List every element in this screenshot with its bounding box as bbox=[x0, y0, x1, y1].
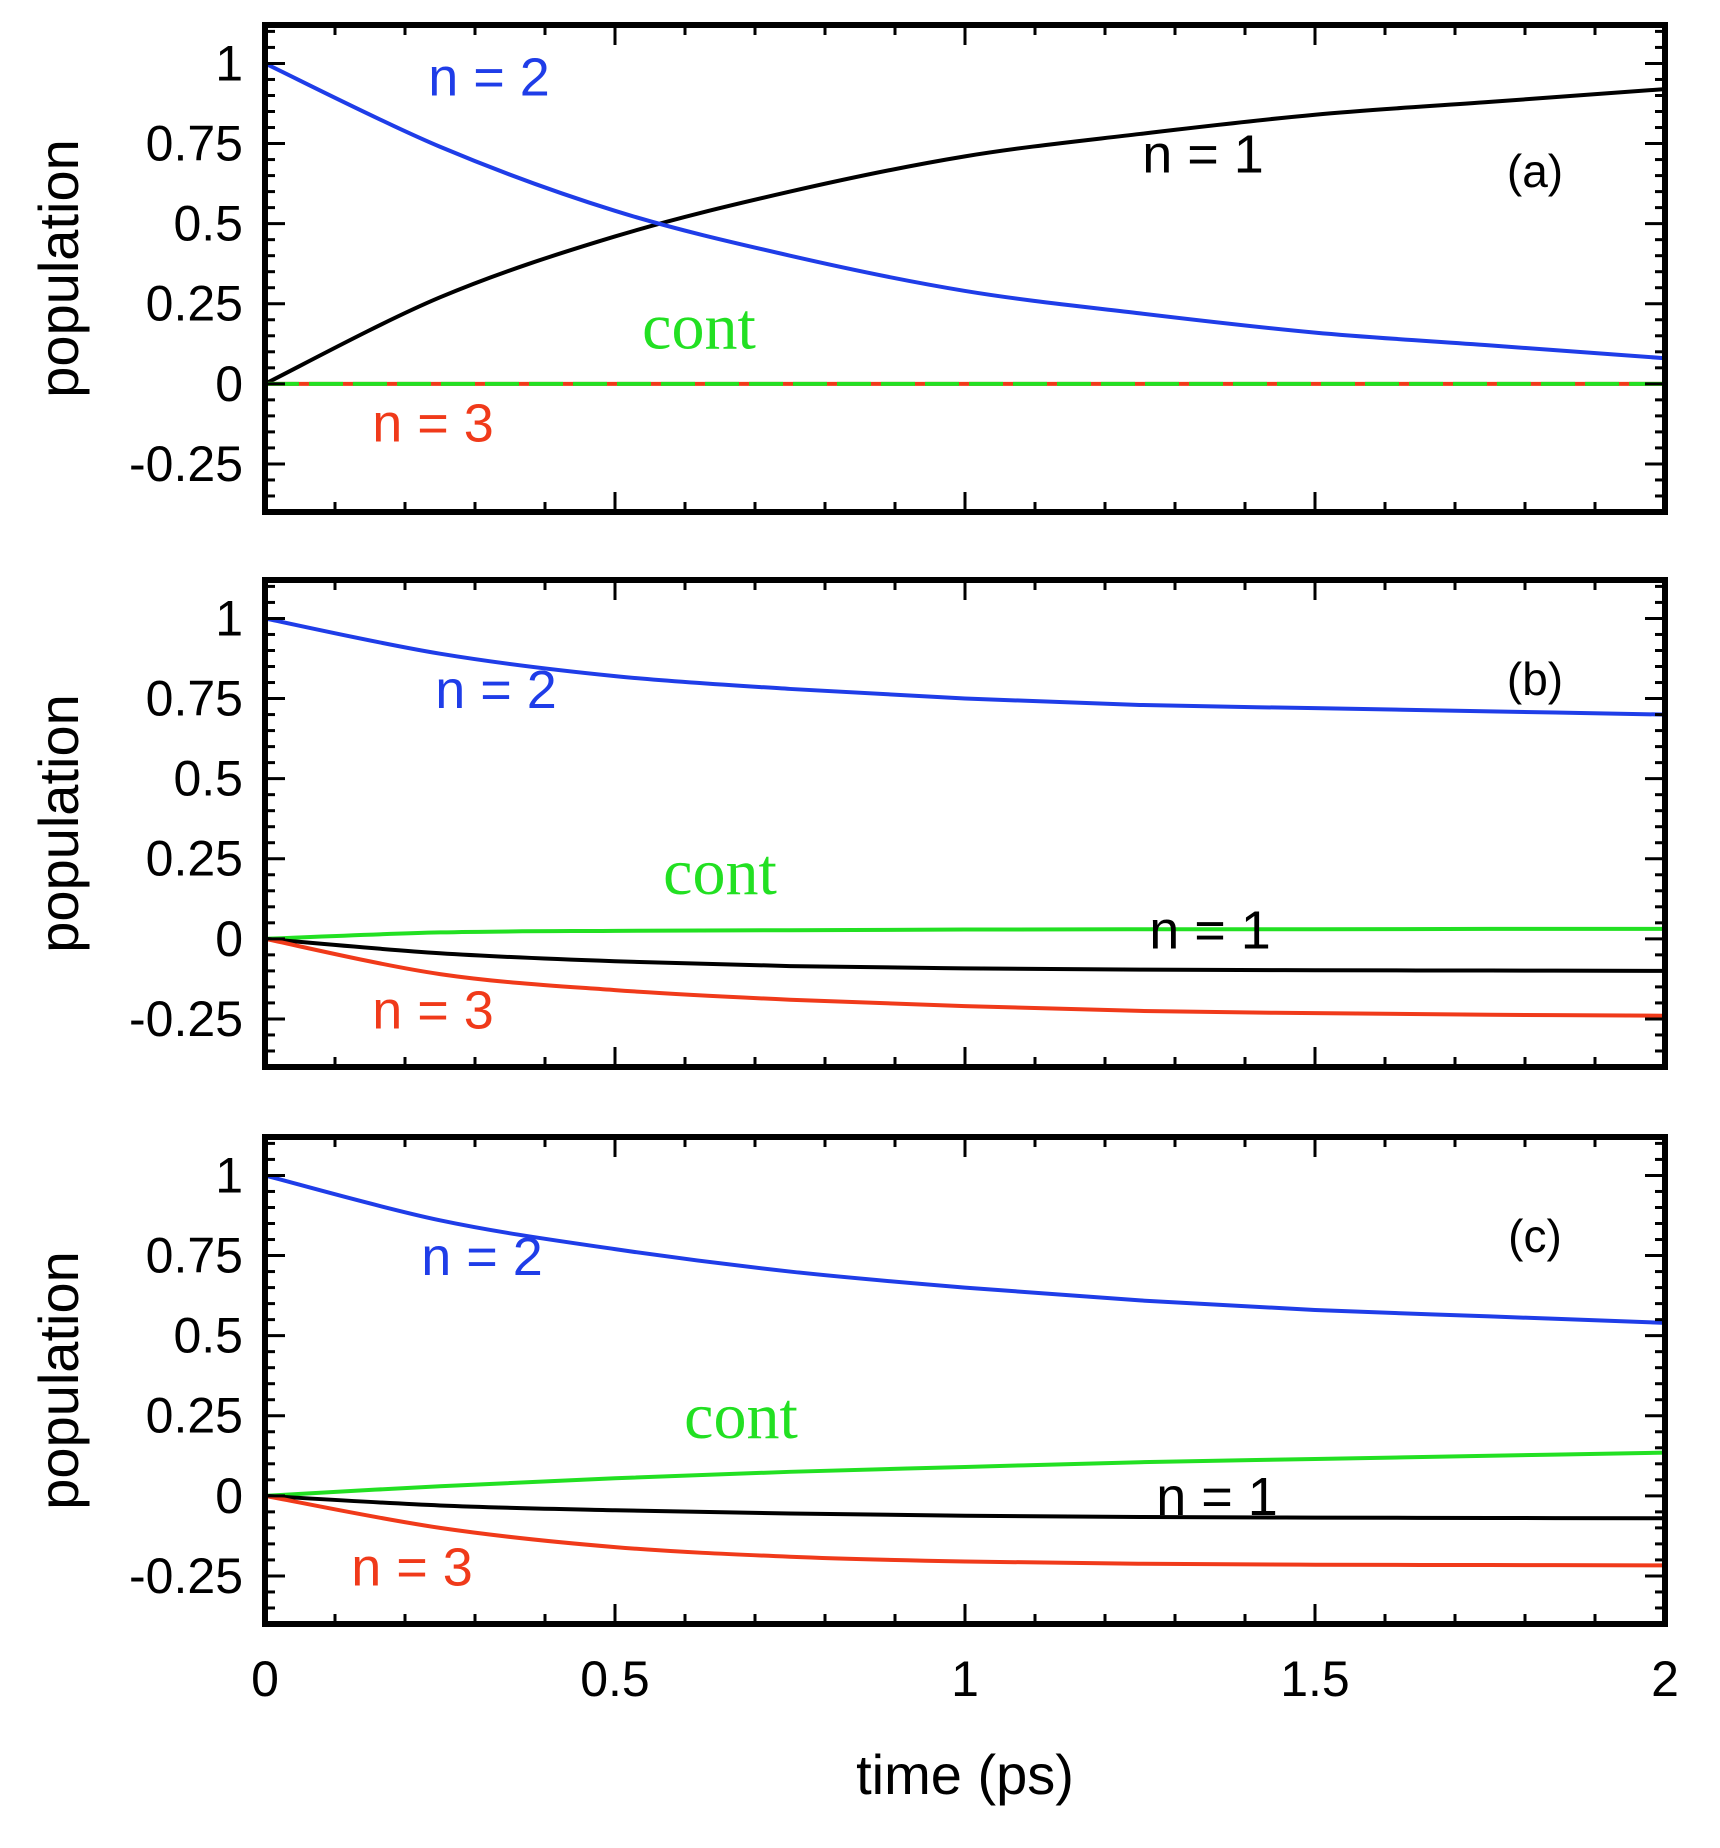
series-group bbox=[265, 616, 1665, 1018]
y-tick-label: 0.25 bbox=[146, 831, 243, 887]
series-line-n2 bbox=[265, 616, 1665, 717]
y-axis-title: population bbox=[27, 694, 90, 952]
panel-label: (a) bbox=[1507, 145, 1563, 197]
y-tick-label: 1 bbox=[215, 590, 243, 646]
series-line-cont bbox=[265, 1450, 1665, 1498]
series-annotation: n = 1 bbox=[1142, 124, 1264, 184]
x-tick-label: 0 bbox=[251, 1651, 279, 1707]
series-annotation: cont bbox=[684, 1380, 798, 1453]
panel-label: (b) bbox=[1507, 653, 1563, 705]
series-line-n2 bbox=[265, 61, 1665, 361]
series-group bbox=[265, 61, 1665, 386]
series-line-n1 bbox=[265, 87, 1665, 386]
panel-1: -0.25 0 0.25 0.5 0.75 1 population (b) n = 2 cont… bbox=[27, 577, 1668, 1070]
panel-0: -0.25 0 0.25 0.5 0.75 1 population (a) n = 2 n = … bbox=[27, 22, 1668, 515]
y-tick-label: 0.5 bbox=[173, 751, 243, 807]
series-annotation: n = 2 bbox=[435, 660, 557, 720]
series-annotation: n = 3 bbox=[372, 394, 494, 454]
y-axis-title: population bbox=[27, 1251, 90, 1509]
x-axis-title: time (ps) bbox=[856, 1743, 1074, 1806]
y-tick-label: 0 bbox=[215, 356, 243, 412]
series-line-n1 bbox=[265, 1493, 1665, 1521]
series-line-n2 bbox=[265, 1173, 1665, 1325]
x-tick-label: 2 bbox=[1651, 1651, 1679, 1707]
y-tick-label: -0.25 bbox=[129, 1548, 243, 1604]
series-annotation: n = 3 bbox=[351, 1538, 473, 1598]
y-axis-title: population bbox=[27, 139, 90, 397]
series-annotation: n = 1 bbox=[1149, 900, 1271, 960]
y-tick-label: 0.75 bbox=[146, 671, 243, 727]
series-annotation: cont bbox=[663, 836, 777, 909]
y-tick-label: 0.25 bbox=[146, 276, 243, 332]
x-tick-label: 0.5 bbox=[580, 1651, 650, 1707]
series-annotation: n = 3 bbox=[372, 981, 494, 1041]
y-tick-label: 0.75 bbox=[146, 116, 243, 172]
y-tick-label: 0.25 bbox=[146, 1388, 243, 1444]
series-annotation: n = 2 bbox=[421, 1227, 543, 1287]
y-tick-label: 0.5 bbox=[173, 1308, 243, 1364]
plot-frame bbox=[262, 1134, 1668, 1627]
y-tick-label: 0.5 bbox=[173, 196, 243, 252]
x-tick-label: 1 bbox=[951, 1651, 979, 1707]
y-tick-label: 0.75 bbox=[146, 1228, 243, 1284]
series-line-n1 bbox=[265, 936, 1665, 973]
y-tick-label: -0.25 bbox=[129, 436, 243, 492]
y-tick-label: -0.25 bbox=[129, 991, 243, 1047]
series-line-n3 bbox=[265, 1493, 1665, 1568]
series-annotation: cont bbox=[642, 291, 756, 364]
series-annotation: n = 2 bbox=[428, 47, 550, 107]
x-tick-label: 1.5 bbox=[1280, 1651, 1350, 1707]
series-line-n3 bbox=[265, 936, 1665, 1018]
series-line-cont bbox=[265, 926, 1665, 941]
y-tick-label: 1 bbox=[215, 35, 243, 91]
y-tick-label: 0 bbox=[215, 911, 243, 967]
panel-label: (c) bbox=[1508, 1210, 1562, 1262]
y-tick-label: 1 bbox=[215, 1147, 243, 1203]
series-group bbox=[265, 1173, 1665, 1568]
series-annotation: n = 1 bbox=[1156, 1467, 1278, 1527]
y-tick-label: 0 bbox=[215, 1468, 243, 1524]
